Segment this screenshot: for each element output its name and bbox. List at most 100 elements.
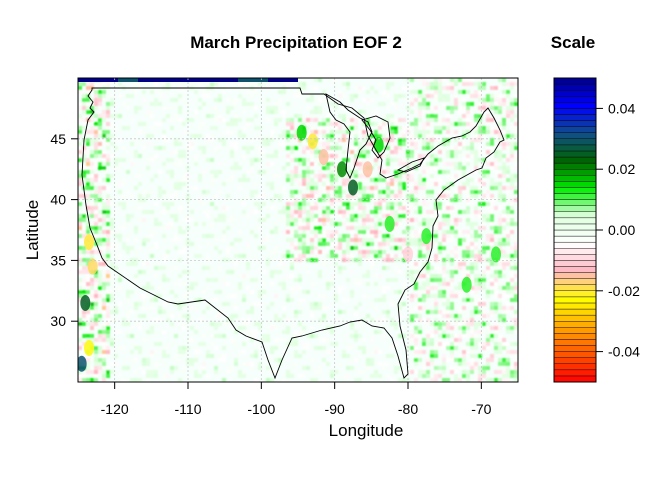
field-cell: [194, 114, 198, 118]
field-cell: [386, 194, 390, 198]
field-cell: [490, 86, 494, 90]
field-cell: [182, 250, 186, 254]
field-cell: [302, 158, 306, 162]
field-cell: [242, 158, 246, 162]
field-cell: [438, 106, 442, 110]
field-cell: [386, 258, 390, 262]
field-cell: [458, 234, 462, 238]
field-cell: [102, 306, 106, 310]
field-cell: [78, 90, 82, 94]
field-cell: [298, 242, 302, 246]
field-cell: [222, 302, 226, 306]
field-cell: [458, 90, 462, 94]
field-cell: [438, 246, 442, 250]
field-cell: [86, 106, 90, 110]
field-cell: [294, 94, 298, 98]
field-cell: [258, 362, 262, 366]
field-cell: [318, 226, 322, 230]
field-cell: [294, 334, 298, 338]
field-cell: [166, 354, 170, 358]
field-cell: [98, 166, 102, 170]
field-cell: [254, 114, 258, 118]
field-cell: [350, 358, 354, 362]
field-cell: [250, 158, 254, 162]
field-cell: [174, 186, 178, 190]
field-cell: [394, 278, 398, 282]
field-cell: [346, 178, 350, 182]
field-cell: [94, 354, 98, 358]
field-cell: [138, 270, 142, 274]
field-cell: [310, 302, 314, 306]
field-cell: [242, 178, 246, 182]
field-cell: [130, 350, 134, 354]
field-cell: [462, 266, 466, 270]
field-cell: [142, 190, 146, 194]
field-cell: [214, 110, 218, 114]
field-cell: [222, 206, 226, 210]
field-cell: [390, 114, 394, 118]
field-cell: [470, 214, 474, 218]
field-cell: [474, 342, 478, 346]
field-cell: [334, 254, 338, 258]
field-cell: [466, 130, 470, 134]
field-cell: [514, 78, 518, 82]
field-cell: [82, 290, 86, 294]
field-cell: [274, 358, 278, 362]
field-cell: [450, 342, 454, 346]
field-cell: [486, 102, 490, 106]
field-cell: [502, 262, 506, 266]
field-cell: [226, 194, 230, 198]
field-cell: [242, 82, 246, 86]
field-cell: [398, 134, 402, 138]
field-cell: [350, 230, 354, 234]
field-cell: [198, 298, 202, 302]
field-cell: [278, 282, 282, 286]
field-cell: [250, 118, 254, 122]
field-cell: [470, 334, 474, 338]
field-cell: [230, 118, 234, 122]
scale-bin: [553, 89, 597, 97]
field-cell: [446, 202, 450, 206]
field-cell: [366, 258, 370, 262]
field-cell: [418, 330, 422, 334]
field-cell: [386, 214, 390, 218]
field-cell: [434, 106, 438, 110]
field-cell: [382, 122, 386, 126]
field-cell: [194, 110, 198, 114]
field-cell: [442, 162, 446, 166]
field-cell: [238, 318, 242, 322]
field-cell: [374, 226, 378, 230]
field-cell: [466, 198, 470, 202]
field-cell: [514, 94, 518, 98]
field-cell: [290, 230, 294, 234]
field-cell: [190, 242, 194, 246]
field-cell: [378, 190, 382, 194]
field-cell: [90, 194, 94, 198]
field-cell: [142, 242, 146, 246]
field-cell: [286, 206, 290, 210]
field-cell: [118, 182, 122, 186]
field-cell: [478, 378, 482, 382]
field-cell: [398, 246, 402, 250]
field-cell: [166, 314, 170, 318]
field-cell: [454, 194, 458, 198]
field-cell: [246, 310, 250, 314]
field-cell: [238, 134, 242, 138]
field-cell: [366, 90, 370, 94]
field-cell: [482, 150, 486, 154]
field-cell: [246, 178, 250, 182]
field-cell: [362, 206, 366, 210]
field-cell: [106, 366, 110, 370]
field-cell: [174, 138, 178, 142]
field-cell: [98, 214, 102, 218]
field-cell: [130, 162, 134, 166]
field-cell: [498, 230, 502, 234]
field-cell: [278, 186, 282, 190]
field-cell: [382, 334, 386, 338]
field-cell: [442, 354, 446, 358]
field-cell: [414, 102, 418, 106]
field-cell: [354, 130, 358, 134]
field-cell: [138, 206, 142, 210]
field-cell: [414, 202, 418, 206]
field-cell: [90, 126, 94, 130]
